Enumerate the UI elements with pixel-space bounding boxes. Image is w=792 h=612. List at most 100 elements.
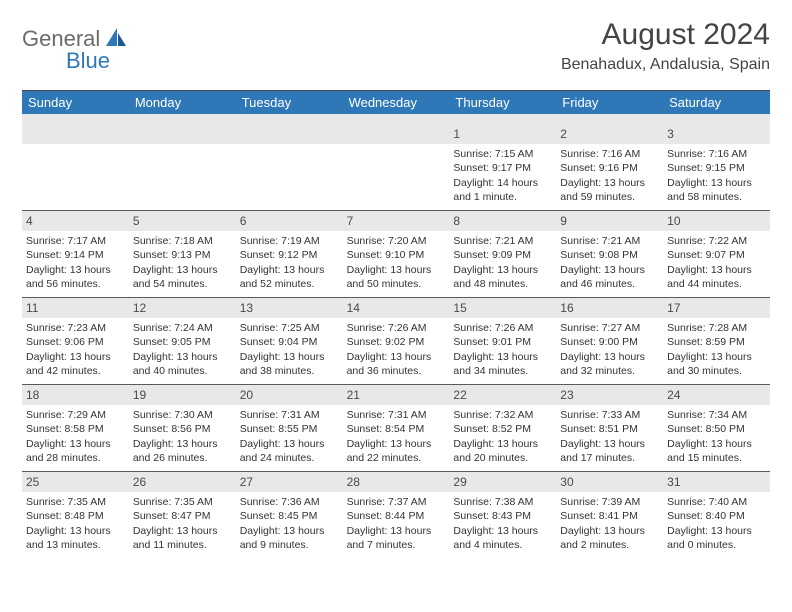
daynum-bar-empty [22,124,129,144]
daylight-line: Daylight: 13 hours and 36 minutes. [347,350,446,378]
calendar-cell: 31Sunrise: 7:40 AMSunset: 8:40 PMDayligh… [663,472,770,558]
sunrise-line: Sunrise: 7:31 AM [240,408,339,422]
sunset-line: Sunset: 8:59 PM [667,335,766,349]
calendar-week: 18Sunrise: 7:29 AMSunset: 8:58 PMDayligh… [22,384,770,471]
sunrise-line: Sunrise: 7:34 AM [667,408,766,422]
daylight-line: Daylight: 13 hours and 50 minutes. [347,263,446,291]
day-number: 14 [343,298,450,318]
sunset-line: Sunset: 8:40 PM [667,509,766,523]
day-number: 15 [449,298,556,318]
sunset-line: Sunset: 8:58 PM [26,422,125,436]
daylight-line: Daylight: 13 hours and 7 minutes. [347,524,446,552]
day-number: 30 [556,472,663,492]
daylight-line: Daylight: 13 hours and 2 minutes. [560,524,659,552]
sunset-line: Sunset: 8:54 PM [347,422,446,436]
daylight-line: Daylight: 13 hours and 48 minutes. [453,263,552,291]
day-number: 16 [556,298,663,318]
daylight-line: Daylight: 13 hours and 24 minutes. [240,437,339,465]
sunset-line: Sunset: 9:17 PM [453,161,552,175]
sunset-line: Sunset: 8:44 PM [347,509,446,523]
calendar-cell [129,124,236,210]
sunrise-line: Sunrise: 7:16 AM [560,147,659,161]
daylight-line: Daylight: 13 hours and 38 minutes. [240,350,339,378]
calendar-cell: 8Sunrise: 7:21 AMSunset: 9:09 PMDaylight… [449,211,556,297]
day-number: 10 [663,211,770,231]
calendar-cell: 17 Sunrise: 7:28 AMSunset: 8:59 PMDayligh… [663,298,770,384]
sunrise-line: Sunrise: 7:16 AM [667,147,766,161]
daylight-line: Daylight: 13 hours and 30 minutes. [667,350,766,378]
weeks-container: 1Sunrise: 7:15 AMSunset: 9:17 PMDaylight… [22,124,770,558]
calendar-cell: 7Sunrise: 7:20 AMSunset: 9:10 PMDaylight… [343,211,450,297]
sunset-line: Sunset: 9:15 PM [667,161,766,175]
sunset-line: Sunset: 8:41 PM [560,509,659,523]
daylight-line: Daylight: 13 hours and 42 minutes. [26,350,125,378]
calendar-cell: 26Sunrise: 7:35 AMSunset: 8:47 PMDayligh… [129,472,236,558]
daynum-bar-empty [236,124,343,144]
sunrise-line: Sunrise: 7:30 AM [133,408,232,422]
sunset-line: Sunset: 9:00 PM [560,335,659,349]
daylight-line: Daylight: 13 hours and 54 minutes. [133,263,232,291]
calendar-cell: 23Sunrise: 7:33 AMSunset: 8:51 PMDayligh… [556,385,663,471]
daylight-line: Daylight: 13 hours and 59 minutes. [560,176,659,204]
sunset-line: Sunset: 9:07 PM [667,248,766,262]
day-number: 12 [129,298,236,318]
sunrise-line: Sunrise: 7:27 AM [560,321,659,335]
sunrise-line: Sunrise: 7:38 AM [453,495,552,509]
calendar: SundayMondayTuesdayWednesdayThursdayFrid… [22,91,770,558]
sunset-line: Sunset: 9:12 PM [240,248,339,262]
sunset-line: Sunset: 8:52 PM [453,422,552,436]
sunset-line: Sunset: 9:16 PM [560,161,659,175]
day-number: 2 [556,124,663,144]
day-number: 17 [663,298,770,318]
calendar-cell: 3 Sunrise: 7:16 AMSunset: 9:15 PMDaylight… [663,124,770,210]
sunrise-line: Sunrise: 7:21 AM [560,234,659,248]
daylight-line: Daylight: 13 hours and 9 minutes. [240,524,339,552]
calendar-cell: 22Sunrise: 7:32 AMSunset: 8:52 PMDayligh… [449,385,556,471]
daynum-bar-empty [343,124,450,144]
day-number: 22 [449,385,556,405]
sunrise-line: Sunrise: 7:15 AM [453,147,552,161]
sunrise-line: Sunrise: 7:28 AM [667,321,766,335]
day-number: 3 [663,124,770,144]
sunrise-line: Sunrise: 7:19 AM [240,234,339,248]
calendar-cell: 12Sunrise: 7:24 AMSunset: 9:05 PMDayligh… [129,298,236,384]
sunset-line: Sunset: 8:51 PM [560,422,659,436]
sunrise-line: Sunrise: 7:32 AM [453,408,552,422]
sunset-line: Sunset: 8:56 PM [133,422,232,436]
day-of-week-label: Tuesday [236,91,343,114]
sunrise-line: Sunrise: 7:33 AM [560,408,659,422]
sunset-line: Sunset: 8:43 PM [453,509,552,523]
day-of-week-label: Wednesday [343,91,450,114]
daylight-line: Daylight: 13 hours and 34 minutes. [453,350,552,378]
calendar-week: 1Sunrise: 7:15 AMSunset: 9:17 PMDaylight… [22,124,770,210]
daylight-line: Daylight: 13 hours and 44 minutes. [667,263,766,291]
daylight-line: Daylight: 13 hours and 58 minutes. [667,176,766,204]
calendar-cell: 25Sunrise: 7:35 AMSunset: 8:48 PMDayligh… [22,472,129,558]
sunset-line: Sunset: 9:08 PM [560,248,659,262]
sunset-line: Sunset: 9:06 PM [26,335,125,349]
calendar-cell: 10Sunrise: 7:22 AMSunset: 9:07 PMDayligh… [663,211,770,297]
daylight-line: Daylight: 13 hours and 22 minutes. [347,437,446,465]
daylight-line: Daylight: 13 hours and 15 minutes. [667,437,766,465]
page-title: August 2024 [561,18,770,52]
calendar-cell: 29Sunrise: 7:38 AMSunset: 8:43 PMDayligh… [449,472,556,558]
sunrise-line: Sunrise: 7:26 AM [347,321,446,335]
day-of-week-label: Sunday [22,91,129,114]
calendar-cell: 2 Sunrise: 7:16 AMSunset: 9:16 PMDaylight… [556,124,663,210]
day-number: 8 [449,211,556,231]
calendar-week: 25Sunrise: 7:35 AMSunset: 8:48 PMDayligh… [22,471,770,558]
sunrise-line: Sunrise: 7:40 AM [667,495,766,509]
sunset-line: Sunset: 9:05 PM [133,335,232,349]
calendar-cell [22,124,129,210]
daylight-line: Daylight: 13 hours and 32 minutes. [560,350,659,378]
sunrise-line: Sunrise: 7:20 AM [347,234,446,248]
sunset-line: Sunset: 9:14 PM [26,248,125,262]
day-of-week-label: Saturday [663,91,770,114]
daynum-bar-empty [129,124,236,144]
calendar-cell [343,124,450,210]
sunrise-line: Sunrise: 7:18 AM [133,234,232,248]
sunset-line: Sunset: 9:04 PM [240,335,339,349]
day-number: 21 [343,385,450,405]
calendar-cell: 20Sunrise: 7:31 AMSunset: 8:55 PMDayligh… [236,385,343,471]
day-number: 11 [22,298,129,318]
